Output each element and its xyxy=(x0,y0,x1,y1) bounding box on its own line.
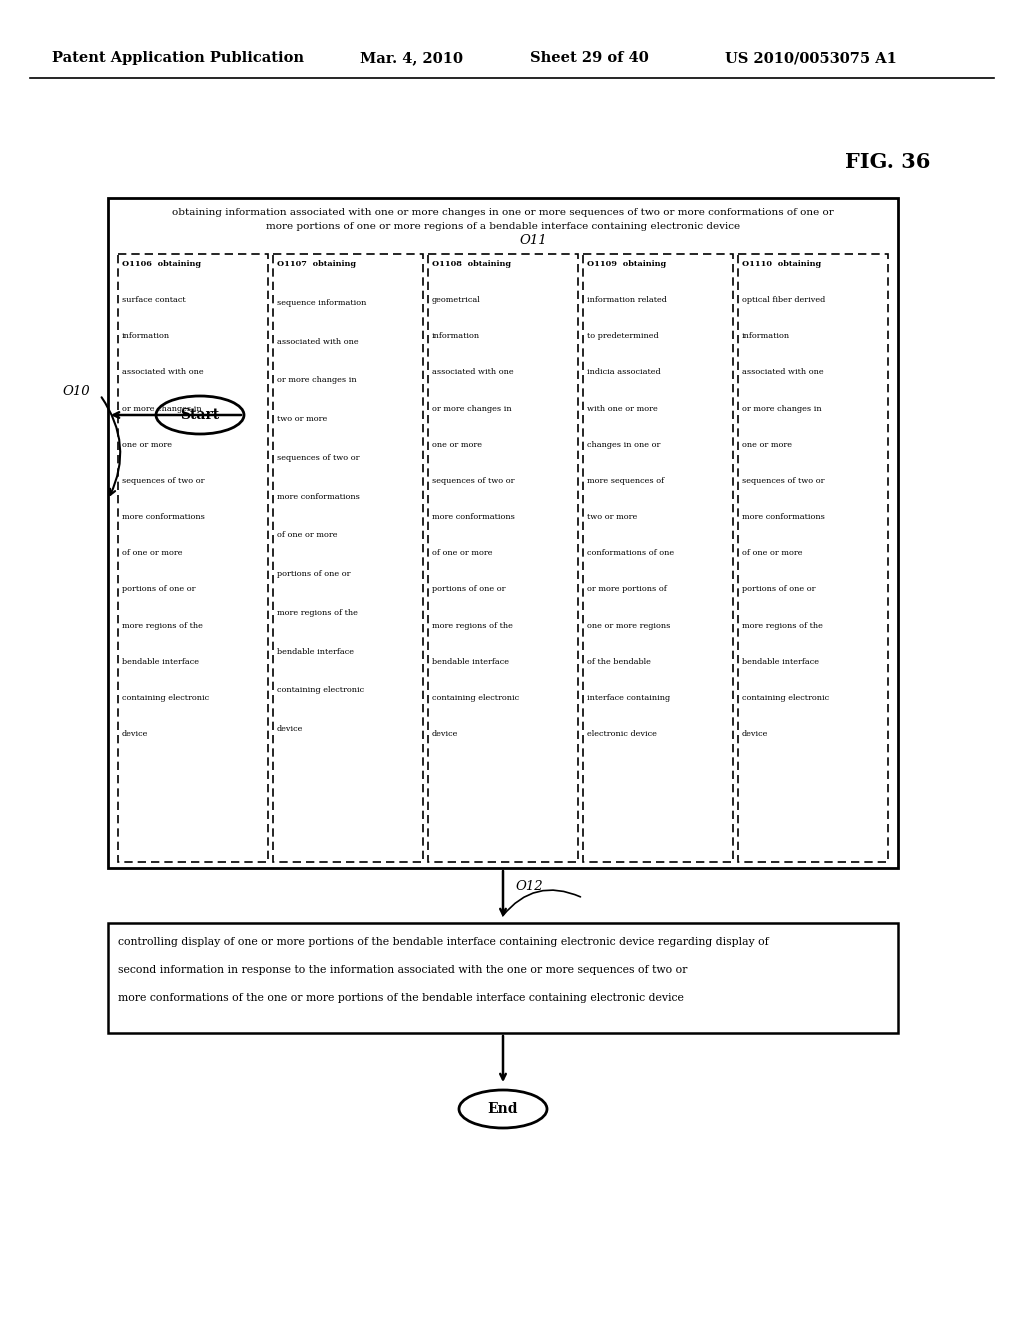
Text: more conformations: more conformations xyxy=(278,492,359,500)
Text: more regions of the: more regions of the xyxy=(742,622,823,630)
Text: device: device xyxy=(278,725,303,733)
Text: O1108  obtaining: O1108 obtaining xyxy=(432,260,511,268)
Bar xyxy=(108,923,898,1034)
Text: O1110  obtaining: O1110 obtaining xyxy=(742,260,821,268)
Text: one or more: one or more xyxy=(742,441,792,449)
Text: more regions of the: more regions of the xyxy=(432,622,513,630)
Text: bendable interface: bendable interface xyxy=(432,657,509,665)
Text: of one or more: of one or more xyxy=(432,549,493,557)
Text: containing electronic: containing electronic xyxy=(742,694,829,702)
Text: FIG. 36: FIG. 36 xyxy=(845,152,931,172)
Text: Start: Start xyxy=(180,408,219,422)
Text: US 2010/0053075 A1: US 2010/0053075 A1 xyxy=(725,51,897,65)
Text: more sequences of: more sequences of xyxy=(587,477,665,484)
Text: or more changes in: or more changes in xyxy=(278,376,356,384)
Text: Sheet 29 of 40: Sheet 29 of 40 xyxy=(530,51,649,65)
Text: more regions of the: more regions of the xyxy=(278,609,357,616)
Text: sequences of two or: sequences of two or xyxy=(432,477,514,484)
Text: conformations of one: conformations of one xyxy=(587,549,674,557)
Text: portions of one or: portions of one or xyxy=(432,585,506,594)
Text: containing electronic: containing electronic xyxy=(432,694,519,702)
Bar xyxy=(118,253,268,862)
Text: bendable interface: bendable interface xyxy=(122,657,199,665)
Text: obtaining information associated with one or more changes in one or more sequenc: obtaining information associated with on… xyxy=(172,209,834,216)
Text: with one or more: with one or more xyxy=(587,405,657,413)
Text: portions of one or: portions of one or xyxy=(122,585,196,594)
Text: O12: O12 xyxy=(515,880,543,894)
Text: associated with one: associated with one xyxy=(278,338,358,346)
Text: second information in response to the information associated with the one or mor: second information in response to the in… xyxy=(118,965,687,975)
Text: End: End xyxy=(487,1102,518,1115)
Text: containing electronic: containing electronic xyxy=(122,694,209,702)
Text: changes in one or: changes in one or xyxy=(587,441,660,449)
Text: O1107  obtaining: O1107 obtaining xyxy=(278,260,356,268)
Text: sequence information: sequence information xyxy=(278,298,367,306)
Text: Patent Application Publication: Patent Application Publication xyxy=(52,51,304,65)
Text: more conformations: more conformations xyxy=(122,513,205,521)
Text: of the bendable: of the bendable xyxy=(587,657,651,665)
Bar xyxy=(108,198,898,869)
Text: information: information xyxy=(742,333,791,341)
Text: Mar. 4, 2010: Mar. 4, 2010 xyxy=(360,51,463,65)
Text: sequences of two or: sequences of two or xyxy=(278,454,359,462)
Text: information related: information related xyxy=(587,296,667,304)
Text: sequences of two or: sequences of two or xyxy=(742,477,824,484)
Text: or more changes in: or more changes in xyxy=(432,405,512,413)
Bar xyxy=(583,253,733,862)
Text: or more changes in: or more changes in xyxy=(742,405,821,413)
Text: portions of one or: portions of one or xyxy=(742,585,815,594)
Text: bendable interface: bendable interface xyxy=(278,648,354,656)
Text: information: information xyxy=(432,333,480,341)
Text: sequences of two or: sequences of two or xyxy=(122,477,205,484)
Text: O10: O10 xyxy=(62,385,90,399)
Text: more conformations: more conformations xyxy=(742,513,825,521)
Text: associated with one: associated with one xyxy=(742,368,823,376)
Text: containing electronic: containing electronic xyxy=(278,686,365,694)
Text: more conformations: more conformations xyxy=(432,513,515,521)
Text: or more changes in: or more changes in xyxy=(122,405,202,413)
Text: information: information xyxy=(122,333,170,341)
Text: portions of one or: portions of one or xyxy=(278,570,350,578)
Text: electronic device: electronic device xyxy=(587,730,656,738)
Text: more portions of one or more regions of a bendable interface containing electron: more portions of one or more regions of … xyxy=(266,222,740,231)
Text: or more portions of: or more portions of xyxy=(587,585,667,594)
Text: device: device xyxy=(122,730,148,738)
Text: more regions of the: more regions of the xyxy=(122,622,203,630)
Text: one or more: one or more xyxy=(122,441,172,449)
Text: device: device xyxy=(432,730,459,738)
Text: optical fiber derived: optical fiber derived xyxy=(742,296,825,304)
Text: O1109  obtaining: O1109 obtaining xyxy=(587,260,667,268)
Text: of one or more: of one or more xyxy=(122,549,182,557)
Text: of one or more: of one or more xyxy=(278,532,338,540)
Text: more conformations of the one or more portions of the bendable interface contain: more conformations of the one or more po… xyxy=(118,993,684,1003)
Text: controlling display of one or more portions of the bendable interface containing: controlling display of one or more porti… xyxy=(118,937,769,946)
Text: bendable interface: bendable interface xyxy=(742,657,819,665)
Text: interface containing: interface containing xyxy=(587,694,670,702)
Bar xyxy=(428,253,578,862)
Bar xyxy=(273,253,423,862)
Text: of one or more: of one or more xyxy=(742,549,803,557)
Text: geometrical: geometrical xyxy=(432,296,480,304)
Text: two or more: two or more xyxy=(278,414,328,424)
Text: device: device xyxy=(742,730,768,738)
Text: two or more: two or more xyxy=(587,513,637,521)
Text: surface contact: surface contact xyxy=(122,296,185,304)
Text: O1106  obtaining: O1106 obtaining xyxy=(122,260,201,268)
Text: one or more: one or more xyxy=(432,441,482,449)
Text: O11: O11 xyxy=(519,234,547,247)
Text: one or more regions: one or more regions xyxy=(587,622,671,630)
Text: indicia associated: indicia associated xyxy=(587,368,660,376)
Bar xyxy=(738,253,888,862)
Text: associated with one: associated with one xyxy=(122,368,204,376)
Text: to predetermined: to predetermined xyxy=(587,333,658,341)
Text: associated with one: associated with one xyxy=(432,368,514,376)
